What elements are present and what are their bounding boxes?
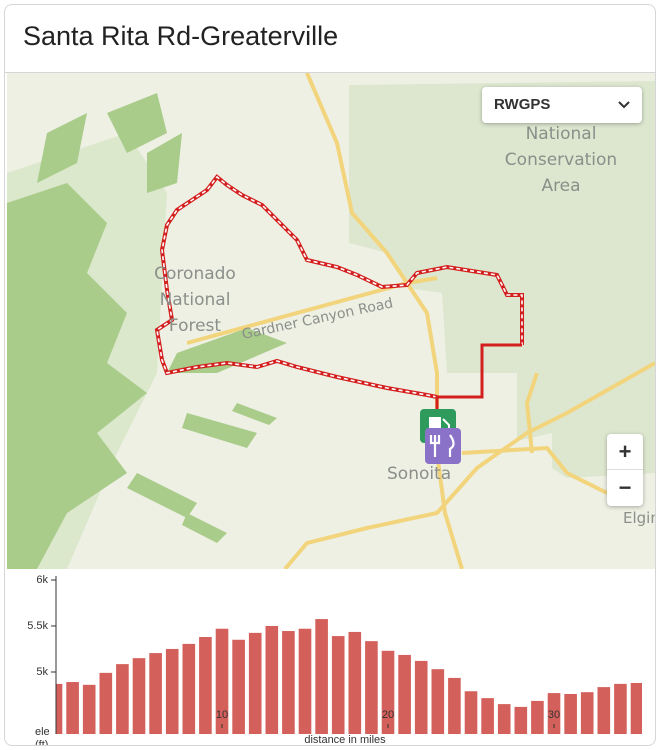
y-tick-label: 5.5k <box>27 620 48 632</box>
elevation-bar <box>66 682 79 734</box>
elevation-bar <box>431 669 445 734</box>
chevron <box>618 101 630 109</box>
elevation-bar <box>547 693 561 734</box>
elevation-bar <box>381 650 395 734</box>
elevation-bar <box>331 636 345 734</box>
card: Santa Rita Rd-Greaterville <box>4 4 656 746</box>
elevation-bar <box>116 664 129 734</box>
elevation-bar <box>514 706 528 734</box>
map-label: Area <box>541 176 580 196</box>
elevation-bar <box>132 658 146 734</box>
elevation-bar <box>165 648 179 734</box>
x-axis-label: distance in miles <box>304 734 386 745</box>
elevation-bar <box>265 625 279 734</box>
x-tick-label: 30 <box>548 709 560 721</box>
elevation-bar <box>464 691 478 734</box>
elevation-bar <box>282 631 295 734</box>
y-axis-label: ele (ft) <box>35 726 50 746</box>
layer-select[interactable]: RWGPS <box>482 87 642 123</box>
map-label: Forest <box>169 316 222 336</box>
elevation-bar <box>232 639 245 734</box>
map: National Conservation Area Coronado Nati… <box>7 73 655 569</box>
map-label: Conservation <box>505 150 617 170</box>
elevation-bar <box>614 683 627 734</box>
elevation-bar <box>398 654 411 734</box>
elevation-bar <box>448 677 461 734</box>
elevation-bar <box>531 700 544 734</box>
elevation-bar <box>630 682 642 734</box>
elevation-chart: 5k 5.5k 6k 10 20 30 distance in miles <box>27 574 642 745</box>
divider <box>5 72 655 73</box>
elevation-bar <box>580 692 594 734</box>
y-tick-label: 6k <box>36 574 48 586</box>
town-label: Sonoita <box>387 464 451 484</box>
elevation-bar <box>481 698 494 734</box>
elevation-bar <box>149 653 162 734</box>
town-label: Elgin <box>623 509 655 527</box>
elevation-bar <box>315 619 328 734</box>
elevation-bar <box>215 628 229 734</box>
elevation-bar <box>348 631 362 734</box>
elevation-bar <box>414 660 428 734</box>
elevation-bar <box>597 687 611 734</box>
elevation-bar <box>298 628 312 734</box>
elevation-bar <box>564 694 577 734</box>
elevation-bar <box>497 704 511 734</box>
elevation-bar <box>199 637 212 734</box>
map-label: National <box>160 290 231 310</box>
zoom-in[interactable]: + <box>607 434 643 470</box>
title: Santa Rita Rd-Greaterville <box>23 21 339 51</box>
x-tick-label: 20 <box>382 709 394 721</box>
elevation-bar <box>82 684 96 734</box>
elevation-bar <box>248 632 262 734</box>
layer-select-text: RWGPS <box>494 96 551 113</box>
zoom-out[interactable]: − <box>618 475 632 500</box>
x-tick-label: 10 <box>216 709 228 721</box>
y-tick-label: 5k <box>36 666 48 678</box>
elevation-bar <box>56 683 63 734</box>
elevation-bar <box>365 641 378 734</box>
elevation-bar <box>182 643 196 734</box>
map-label: Coronado <box>154 264 236 284</box>
elevation-bar <box>99 672 113 734</box>
zoom-control: + − <box>607 434 643 506</box>
map-label: National <box>526 124 597 144</box>
